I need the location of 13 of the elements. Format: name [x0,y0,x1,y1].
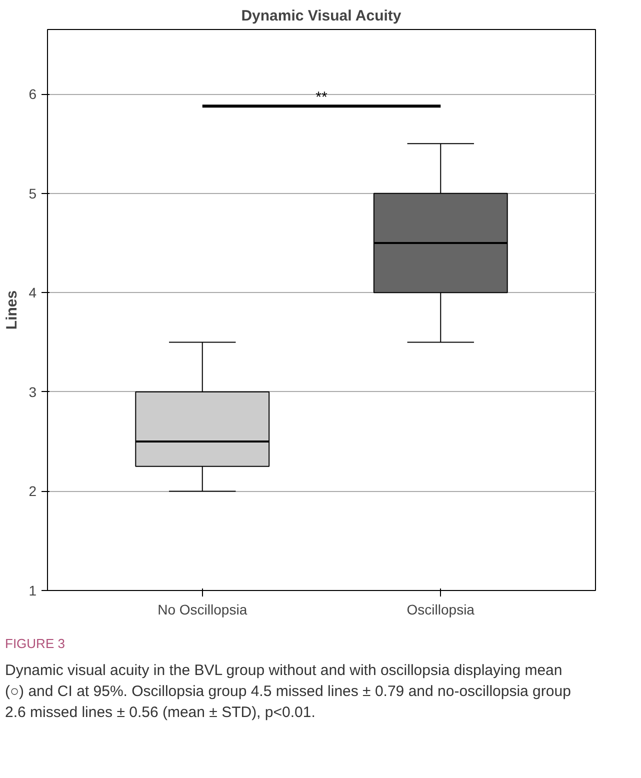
y-tick-label: 3 [28,384,37,400]
y-tick-label: 5 [28,185,37,202]
caption: FIGURE 3 [5,635,66,653]
x-tick-label: No Oscillopsia [158,602,248,618]
y-tick-label: 6 [28,86,37,102]
text: Dynamic visual acuity in the BVL group without and with oscillopsia displaying mean (○) and CI at 95%. Oscillopsia group 4.5 missed lines ± 0.79 and no-oscillopsia group 2.6 missed lines ± 0.56 (mean ± STD), p<0.01. [5,660,572,724]
x-tick-label: Oscillopsia [406,602,475,618]
y-axis-title: Lines [4,290,21,330]
chart-title: Dynamic Visual Acuity [241,8,402,24]
y-tick-label: 2 [28,483,37,500]
y-tick-label: 1 [28,582,37,598]
y-tick-label: 4 [28,284,37,301]
annotation: ** [316,89,328,106]
